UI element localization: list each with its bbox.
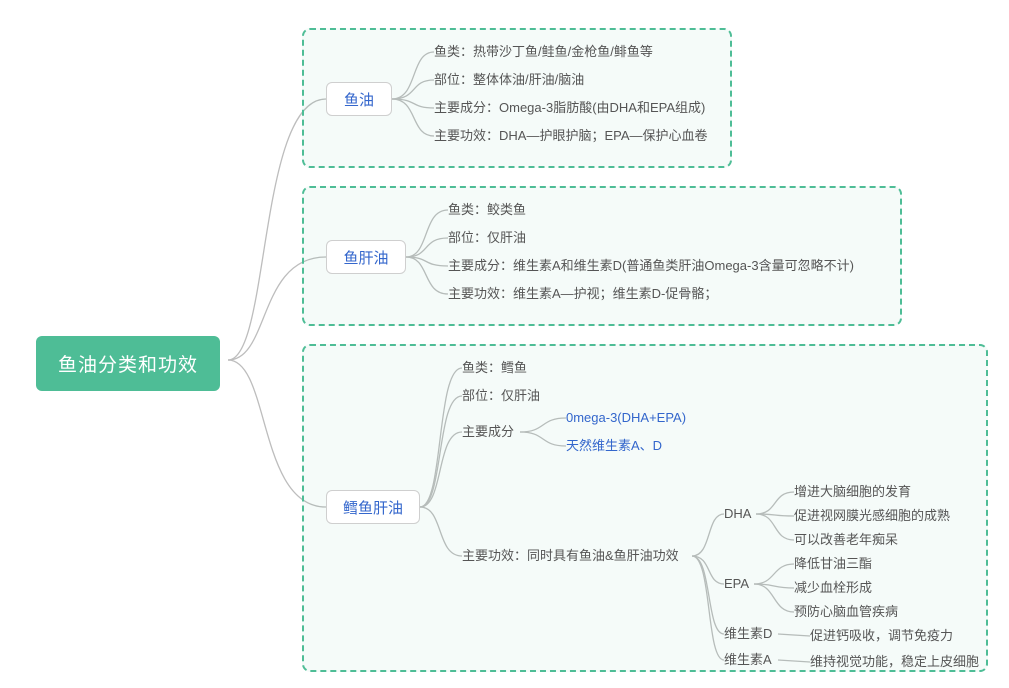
root-node[interactable]: 鱼油分类和功效 xyxy=(36,336,220,391)
leaf-text-5: 部位：仅肝油 xyxy=(448,230,526,247)
leaf-text-l3_3: 主要成分 xyxy=(462,424,514,441)
leaf-text-19: 促进视网膜光感细胞的成熟 xyxy=(794,508,950,525)
leaf-text-l3_3b: 天然维生素A、D xyxy=(566,438,662,455)
leaf-text-0: 鱼类：热带沙丁鱼/鲑鱼/金枪鱼/鲱鱼等 xyxy=(434,44,653,61)
leaf-text-18: 增进大脑细胞的发育 xyxy=(794,484,911,501)
leaf-text-6: 主要成分：维生素A和维生素D(普通鱼类肝油Omega-3含量可忽略不计) xyxy=(448,258,854,275)
child-node-label: 鱼肝油 xyxy=(343,247,388,268)
leaf-text-2: 主要成分：Omega-3脂肪酸(由DHA和EPA组成) xyxy=(434,100,705,117)
leaf-text-1: 部位：整体体油/肝油/脑油 xyxy=(434,72,584,89)
leaf-text-l3_4: 主要功效：同时具有鱼油&鱼肝油功效 xyxy=(462,548,679,565)
leaf-text-23: 预防心脑血管疾病 xyxy=(794,604,898,621)
leaf-text-l3_4a: DHA xyxy=(724,506,751,523)
leaf-text-l3_2: 部位：仅肝油 xyxy=(462,388,540,405)
leaf-text-3: 主要功效：DHA—护眼护脑；EPA—保护心血卷 xyxy=(434,128,708,145)
leaf-text-l3_4b: EPA xyxy=(724,576,749,593)
leaf-text-20: 可以改善老年痴呆 xyxy=(794,532,898,549)
leaf-text-25: 维持视觉功能，稳定上皮细胞 xyxy=(810,654,979,671)
leaf-text-24: 促进钙吸收，调节免疫力 xyxy=(810,628,953,645)
leaf-text-21: 降低甘油三酯 xyxy=(794,556,872,573)
leaf-text-4: 鱼类：鲛类鱼 xyxy=(448,202,526,219)
child-node-label: 鱼油 xyxy=(344,89,374,110)
root-node-label: 鱼油分类和功效 xyxy=(58,350,198,377)
leaf-text-l3_3a: 0mega-3(DHA+EPA) xyxy=(566,410,686,427)
leaf-text-22: 减少血栓形成 xyxy=(794,580,872,597)
child-node-c2[interactable]: 鱼肝油 xyxy=(326,240,406,274)
child-node-c3[interactable]: 鳕鱼肝油 xyxy=(326,490,420,524)
leaf-text-l3_4c: 维生素D xyxy=(724,626,772,643)
child-node-label: 鳕鱼肝油 xyxy=(343,497,403,518)
leaf-text-l3_4d: 维生素A xyxy=(724,652,772,669)
leaf-text-l3_1: 鱼类：鳕鱼 xyxy=(462,360,527,377)
child-node-c1[interactable]: 鱼油 xyxy=(326,82,392,116)
leaf-text-7: 主要功效：维生素A—护视；维生素D-促骨骼； xyxy=(448,286,717,303)
